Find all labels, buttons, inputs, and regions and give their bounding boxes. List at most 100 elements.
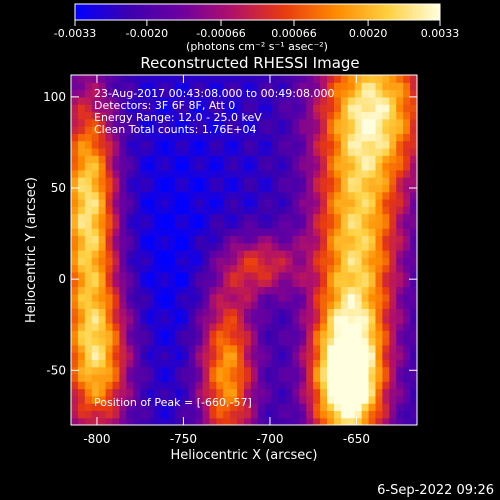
heatmap-cell <box>410 373 417 382</box>
heatmap-cell <box>403 417 411 425</box>
heatmap-cell <box>167 140 176 149</box>
heatmap-cell <box>202 264 210 273</box>
heatmap-cell <box>147 388 155 397</box>
heatmap-cell <box>278 147 287 156</box>
heatmap-cell <box>237 140 245 149</box>
heatmap-cell <box>119 337 127 346</box>
heatmap-cell <box>154 118 162 127</box>
heatmap-cell <box>77 155 86 164</box>
heatmap-cell <box>147 308 155 317</box>
heatmap-cell <box>195 344 204 353</box>
heatmap-cell <box>216 308 224 317</box>
heatmap-cell <box>223 133 231 142</box>
heatmap-cell <box>202 337 210 346</box>
heatmap-cell <box>174 322 183 331</box>
heatmap-cell <box>285 410 294 419</box>
heatmap-cell <box>77 162 86 171</box>
heatmap-cell <box>347 344 356 353</box>
heatmap-cell <box>84 264 93 273</box>
heatmap-cell <box>257 417 266 425</box>
heatmap-cell <box>278 286 287 295</box>
heatmap-cell <box>140 352 148 360</box>
heatmap-cell <box>237 264 245 273</box>
heatmap-cell <box>299 352 307 360</box>
heatmap-cell <box>333 104 342 113</box>
heatmap-cell <box>403 337 411 346</box>
heatmap-cell <box>77 235 86 244</box>
heatmap-cell <box>140 359 148 368</box>
heatmap-cell <box>147 111 155 120</box>
heatmap-cell <box>202 388 210 397</box>
heatmap-cell <box>126 111 134 120</box>
heatmap-cell <box>216 286 224 295</box>
heatmap-cell <box>299 293 307 302</box>
heatmap-cell <box>140 257 148 266</box>
heatmap-cell <box>257 322 266 331</box>
heatmap-cell <box>188 147 197 156</box>
heatmap-cell <box>396 118 404 127</box>
heatmap-cell <box>154 250 162 258</box>
heatmap-cell <box>257 162 266 171</box>
heatmap-cell <box>264 286 273 295</box>
heatmap-cell <box>133 198 141 207</box>
heatmap-cell <box>396 373 404 382</box>
heatmap-cell <box>216 162 224 171</box>
heatmap-cell <box>292 366 300 375</box>
heatmap-cell <box>375 286 383 295</box>
heatmap-cell <box>257 337 266 346</box>
heatmap-cell <box>133 337 141 346</box>
heatmap-cell <box>105 118 114 127</box>
heatmap-cell <box>250 228 259 237</box>
heatmap-cell <box>375 104 383 113</box>
heatmap-cell <box>313 184 321 193</box>
heatmap-cell <box>354 264 363 273</box>
heatmap-cell <box>285 381 294 390</box>
heatmap-cell <box>368 191 377 200</box>
heatmap-cell <box>264 257 273 266</box>
heatmap-cell <box>147 191 155 200</box>
heatmap-cell <box>313 352 321 360</box>
heatmap-cell <box>410 410 417 419</box>
heatmap-cell <box>306 111 314 120</box>
heatmap-cell <box>223 344 231 353</box>
heatmap-cell <box>244 75 252 83</box>
heatmap-cell <box>195 410 204 419</box>
heatmap-cell <box>77 104 86 113</box>
heatmap-cell <box>91 184 100 193</box>
heatmap-cell <box>140 169 148 178</box>
heatmap-cell <box>250 104 259 113</box>
heatmap-cell <box>403 155 411 164</box>
heatmap-cell <box>313 118 321 127</box>
heatmap-cell <box>299 75 307 83</box>
heatmap-cell <box>347 264 356 273</box>
heatmap-cell <box>84 82 93 91</box>
heatmap-cell <box>292 271 300 280</box>
heatmap-cell <box>389 352 397 360</box>
heatmap-cell <box>354 104 363 113</box>
heatmap-cell <box>209 104 217 113</box>
heatmap-cell <box>382 344 390 353</box>
heatmap-cell <box>347 198 356 207</box>
heatmap-cell <box>278 206 287 215</box>
heatmap-cell <box>181 279 190 288</box>
heatmap-cell <box>354 301 363 309</box>
heatmap-cell <box>230 286 238 295</box>
heatmap-cell <box>327 373 335 382</box>
heatmap-cell <box>244 126 252 134</box>
heatmap-cell <box>223 388 231 397</box>
plot-frame <box>70 74 418 426</box>
annotation-line: Clean Total counts: 1.76E+04 <box>94 123 257 136</box>
heatmap-cell <box>306 366 314 375</box>
heatmap-cell <box>340 184 349 193</box>
heatmap-cell <box>382 118 390 127</box>
heatmap-cell <box>167 133 176 142</box>
heatmap-cell <box>264 198 273 207</box>
heatmap-cell <box>105 381 114 390</box>
heatmap-cell <box>216 410 224 419</box>
heatmap-cell <box>410 322 417 331</box>
heatmap-cell <box>244 235 252 244</box>
heatmap-cell <box>389 264 397 273</box>
heatmap-cell <box>285 330 294 339</box>
heatmap-cell <box>71 228 79 237</box>
heatmap-cell <box>147 271 155 280</box>
